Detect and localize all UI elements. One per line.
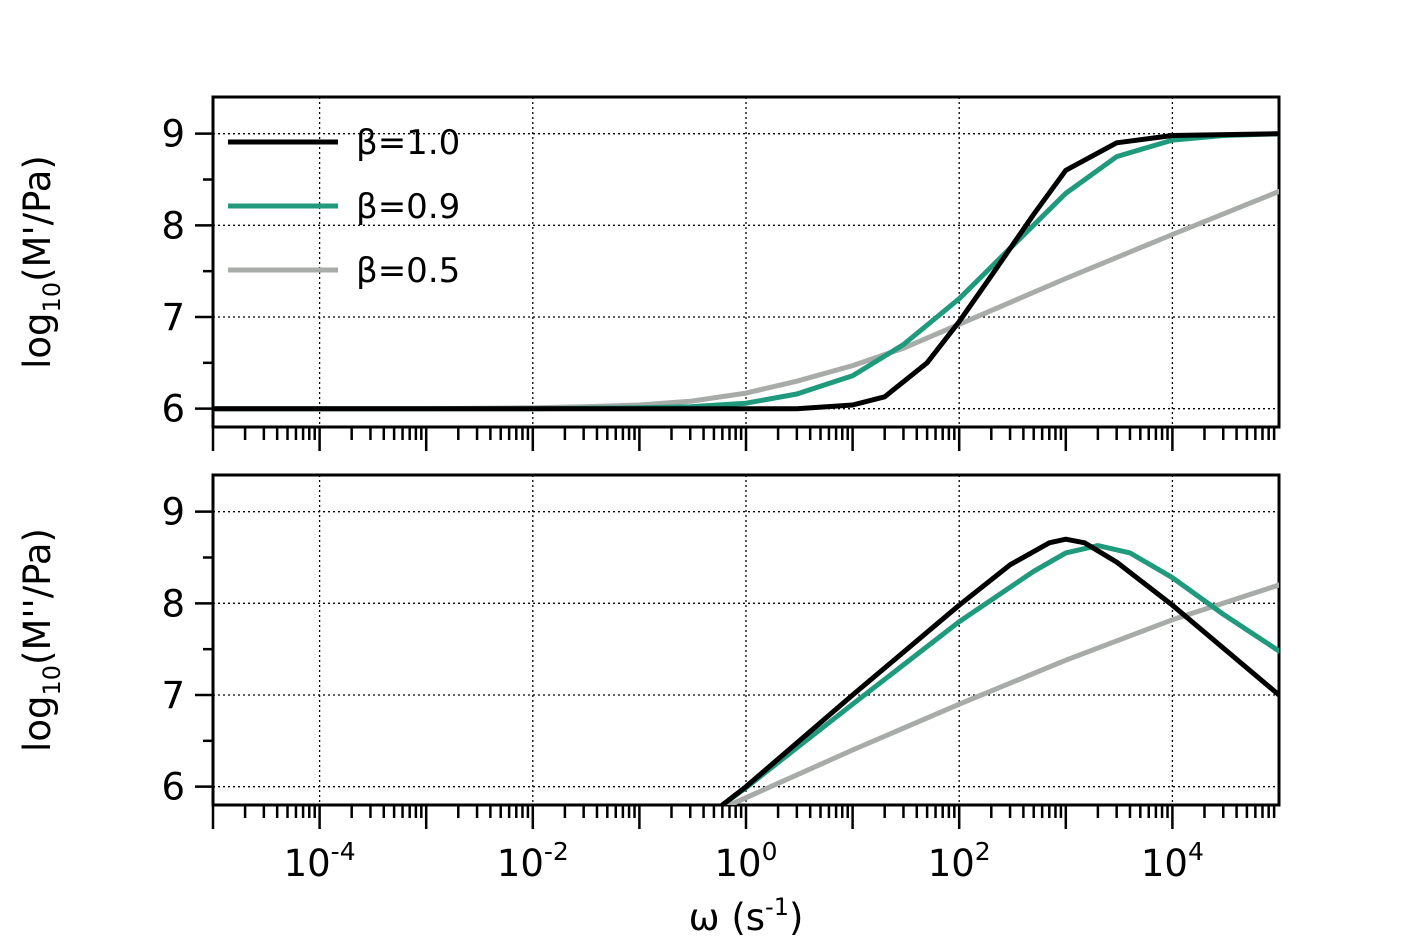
series-group <box>719 536 1279 805</box>
x-axis-title-superscript: -1 <box>765 893 789 921</box>
y-tick-label: 8 <box>161 582 185 625</box>
x-tick-label: 104 <box>1141 837 1204 885</box>
legend-label: β=0.9 <box>356 187 460 227</box>
y-tick-label: 7 <box>161 296 185 339</box>
x-tick-exponent: 2 <box>975 837 991 866</box>
x-tick-exponent: -4 <box>331 837 356 866</box>
series-line-beta-1-0 <box>213 131 1279 412</box>
x-tick-exponent: -2 <box>544 837 569 866</box>
y-tick-label: 6 <box>161 766 185 809</box>
x-tick-exponent: 0 <box>762 837 778 866</box>
x-tick-label: 100 <box>715 837 778 885</box>
series-line-beta-0-5 <box>727 582 1279 805</box>
x-axis-title-rest: ) <box>789 896 803 939</box>
x-axis-title-base: ω (s <box>689 896 765 939</box>
y-tick-label: 8 <box>161 204 185 247</box>
legend: β=1.0 β=0.9 β=0.5 <box>228 123 460 291</box>
y-axis-title-base: log <box>16 696 59 752</box>
x-axis-title: ω (s-1) <box>689 893 804 939</box>
x-tick-exponent: 4 <box>1188 837 1204 866</box>
x-tick-base: 10 <box>497 842 544 885</box>
x-tick-label: 102 <box>928 837 991 885</box>
y-axis-title-rest: (M'/Pa) <box>16 155 59 282</box>
legend-label: β=0.5 <box>356 251 460 291</box>
series-group <box>213 131 1279 412</box>
top-panel: 6 7 8 9 log10(M'/Pa) <box>16 95 1281 451</box>
y-axis-title: log10(M''/Pa) <box>16 528 66 752</box>
series-line-beta-1-0 <box>719 536 1279 805</box>
x-tick-base: 10 <box>715 842 762 885</box>
y-axis-title-subscript: 10 <box>38 665 66 696</box>
x-tick-base: 10 <box>928 842 975 885</box>
y-axis-title-subscript: 10 <box>38 282 66 313</box>
y-axis-title: log10(M'/Pa) <box>16 155 66 369</box>
x-tick-base: 10 <box>284 842 331 885</box>
y-axis-title-base: log <box>16 312 59 368</box>
x-tick-base: 10 <box>1141 842 1188 885</box>
x-tick-label: 10-4 <box>284 837 356 885</box>
y-tick-label: 9 <box>161 113 185 156</box>
legend-label: β=1.0 <box>356 123 460 163</box>
series-line-beta-0-9 <box>719 543 1279 805</box>
x-tick-label: 10-2 <box>497 837 569 885</box>
y-tick-label: 9 <box>161 491 185 534</box>
y-tick-label: 7 <box>161 674 185 717</box>
y-axis-title-rest: (M''/Pa) <box>16 528 59 665</box>
y-tick-label: 6 <box>161 388 185 431</box>
